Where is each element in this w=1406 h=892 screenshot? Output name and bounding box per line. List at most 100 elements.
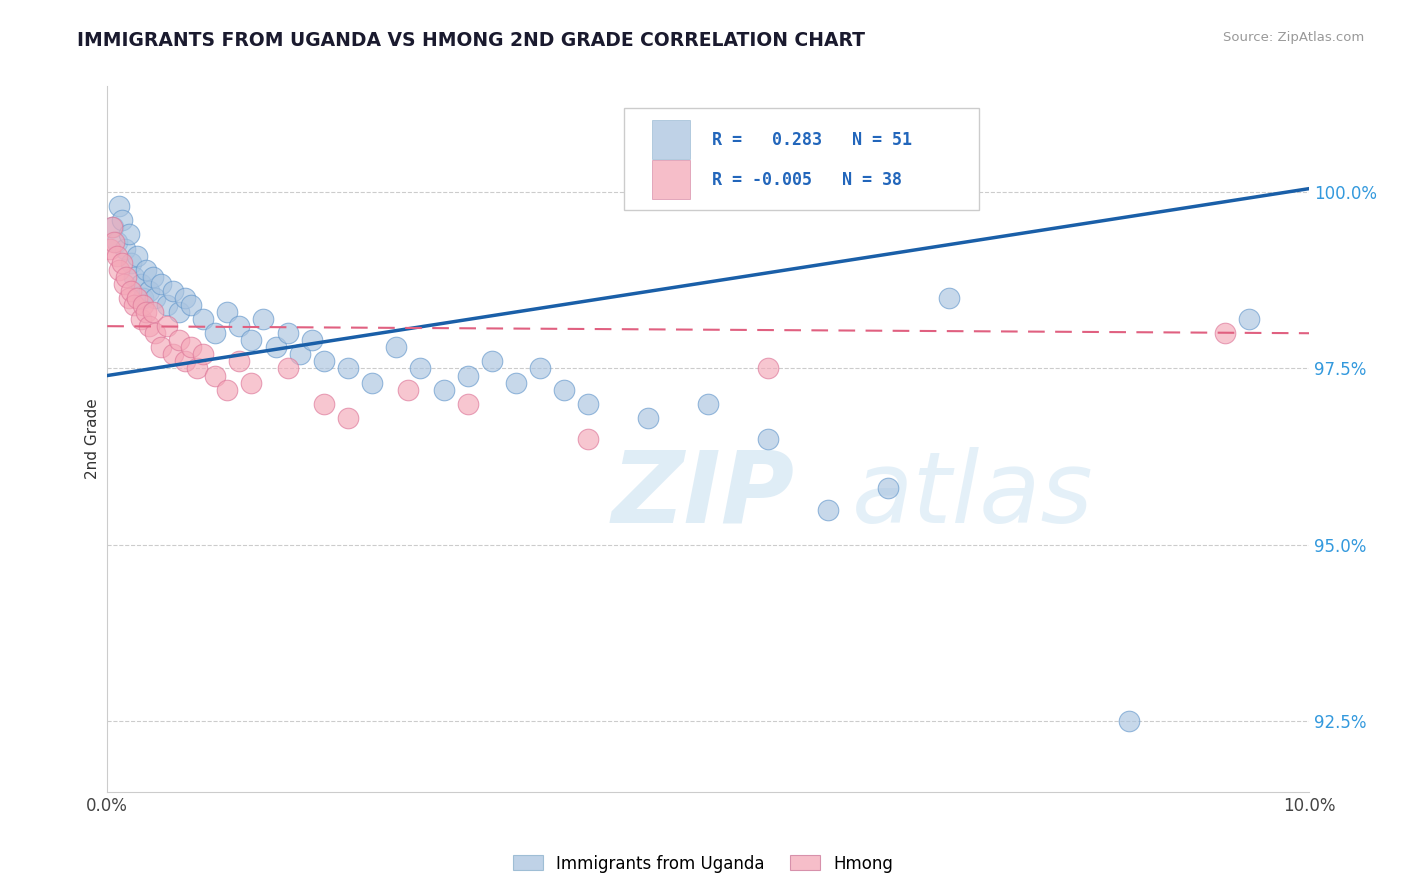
Point xyxy=(142,305,165,319)
Bar xyxy=(651,120,690,159)
Point xyxy=(138,319,160,334)
Point xyxy=(138,284,160,298)
Point xyxy=(193,347,215,361)
Point xyxy=(156,319,179,334)
Point xyxy=(336,410,359,425)
Point xyxy=(301,333,323,347)
Point xyxy=(276,326,298,341)
Point xyxy=(98,242,121,256)
Point xyxy=(180,340,202,354)
Point xyxy=(180,298,202,312)
Point xyxy=(127,291,149,305)
Point xyxy=(312,354,335,368)
Point xyxy=(103,235,125,249)
Point xyxy=(938,291,960,305)
Point xyxy=(118,227,141,242)
Point xyxy=(1213,326,1236,341)
Point xyxy=(169,333,191,347)
Point xyxy=(120,256,142,270)
Point xyxy=(143,291,166,305)
Point xyxy=(114,242,136,256)
Point xyxy=(217,383,239,397)
Point xyxy=(576,432,599,446)
Point xyxy=(529,361,551,376)
FancyBboxPatch shape xyxy=(624,108,979,210)
Point xyxy=(129,277,152,291)
Point xyxy=(264,340,287,354)
Point xyxy=(396,383,419,397)
Point xyxy=(457,368,479,383)
Y-axis label: 2nd Grade: 2nd Grade xyxy=(86,399,100,479)
Point xyxy=(111,256,134,270)
Point xyxy=(174,291,197,305)
Point xyxy=(240,376,263,390)
Point xyxy=(132,298,155,312)
Point xyxy=(122,269,145,284)
Point xyxy=(204,368,226,383)
Point xyxy=(336,361,359,376)
Point xyxy=(105,249,128,263)
Legend: Immigrants from Uganda, Hmong: Immigrants from Uganda, Hmong xyxy=(506,848,900,880)
Point xyxy=(129,312,152,326)
Point xyxy=(101,220,124,235)
Point xyxy=(204,326,226,341)
Point xyxy=(142,269,165,284)
Point xyxy=(877,482,900,496)
Text: IMMIGRANTS FROM UGANDA VS HMONG 2ND GRADE CORRELATION CHART: IMMIGRANTS FROM UGANDA VS HMONG 2ND GRAD… xyxy=(77,31,865,50)
Point xyxy=(817,502,839,516)
Point xyxy=(150,277,173,291)
Bar xyxy=(651,161,690,199)
Point xyxy=(122,298,145,312)
Point xyxy=(127,249,149,263)
Point xyxy=(193,312,215,326)
Point xyxy=(108,199,131,213)
Point xyxy=(111,213,134,227)
Point xyxy=(135,262,157,277)
Point xyxy=(756,361,779,376)
Point xyxy=(240,333,263,347)
Point xyxy=(162,284,184,298)
Point xyxy=(505,376,527,390)
Point xyxy=(132,291,155,305)
Point xyxy=(553,383,575,397)
Point xyxy=(103,220,125,235)
Point xyxy=(312,397,335,411)
Text: atlas: atlas xyxy=(852,447,1094,544)
Text: Source: ZipAtlas.com: Source: ZipAtlas.com xyxy=(1223,31,1364,45)
Point xyxy=(481,354,503,368)
Point xyxy=(228,354,250,368)
Point xyxy=(409,361,432,376)
Point xyxy=(169,305,191,319)
Text: ZIP: ZIP xyxy=(612,447,794,544)
Point xyxy=(433,383,456,397)
Point xyxy=(217,305,239,319)
Point xyxy=(135,305,157,319)
Point xyxy=(360,376,382,390)
Point xyxy=(384,340,406,354)
Point xyxy=(115,269,138,284)
Point xyxy=(108,262,131,277)
Point xyxy=(143,326,166,341)
Point xyxy=(120,284,142,298)
Point xyxy=(118,291,141,305)
Point xyxy=(756,432,779,446)
Point xyxy=(1237,312,1260,326)
Text: R =   0.283   N = 51: R = 0.283 N = 51 xyxy=(711,130,911,149)
Point xyxy=(174,354,197,368)
Point xyxy=(252,312,274,326)
Point xyxy=(637,410,659,425)
Point xyxy=(228,319,250,334)
Point xyxy=(276,361,298,376)
Point xyxy=(156,298,179,312)
Point xyxy=(186,361,208,376)
Text: R = -0.005   N = 38: R = -0.005 N = 38 xyxy=(711,170,901,188)
Point xyxy=(457,397,479,411)
Point xyxy=(288,347,311,361)
Point xyxy=(576,397,599,411)
Point xyxy=(1118,714,1140,728)
Point xyxy=(112,277,135,291)
Point xyxy=(697,397,720,411)
Point xyxy=(150,340,173,354)
Point xyxy=(105,235,128,249)
Point xyxy=(162,347,184,361)
